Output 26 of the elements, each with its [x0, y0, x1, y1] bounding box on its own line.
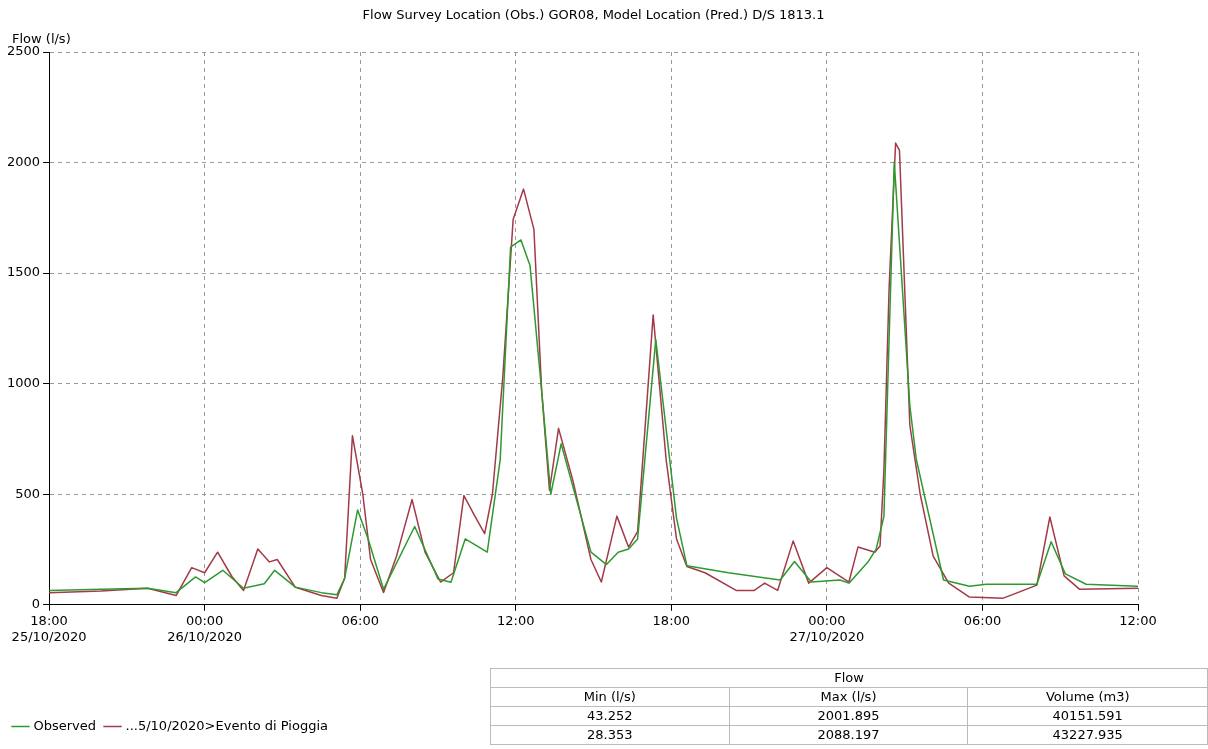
text: Min (l/s) [490, 687, 730, 707]
text: 43227.935 [967, 725, 1208, 745]
y-tick-label: 1000 [6, 375, 41, 391]
x-tick-label: 12:00 [1119, 612, 1157, 628]
y-tick-label: 1500 [6, 264, 41, 280]
y-tick-label: 2000 [6, 153, 41, 169]
text: Flow [490, 668, 1208, 688]
text: 43.252 [490, 706, 730, 726]
x-tick-label: 00:00 27/10/2020 [789, 612, 865, 644]
text: 2088.197 [729, 725, 968, 745]
x-tick-label: 06:00 [963, 612, 1002, 628]
text: 28.353 [490, 725, 730, 745]
x-tick-label: 18:00 [652, 612, 691, 628]
x-tick-label: 18:00 25/10/2020 [11, 612, 87, 644]
y-tick-label: 0 [31, 596, 41, 612]
x-tick-label: 00:00 26/10/2020 [167, 612, 243, 644]
legend-label: ...5/10/2020>Evento di Pioggia [125, 717, 329, 733]
chart-title: Flow Survey Location (Obs.) GOR08, Model Location (Pred.) D/S 1813.1 [362, 7, 825, 23]
text: Max (l/s) [729, 687, 968, 707]
text: 40151.591 [967, 706, 1208, 726]
x-tick-label: 12:00 [497, 612, 535, 628]
x-tick-label: 06:00 [341, 612, 379, 628]
text: Volume (m3) [967, 687, 1208, 707]
y-tick-label: 500 [15, 485, 41, 501]
text: 2001.895 [729, 706, 968, 726]
legend-label: Observed [33, 717, 97, 733]
